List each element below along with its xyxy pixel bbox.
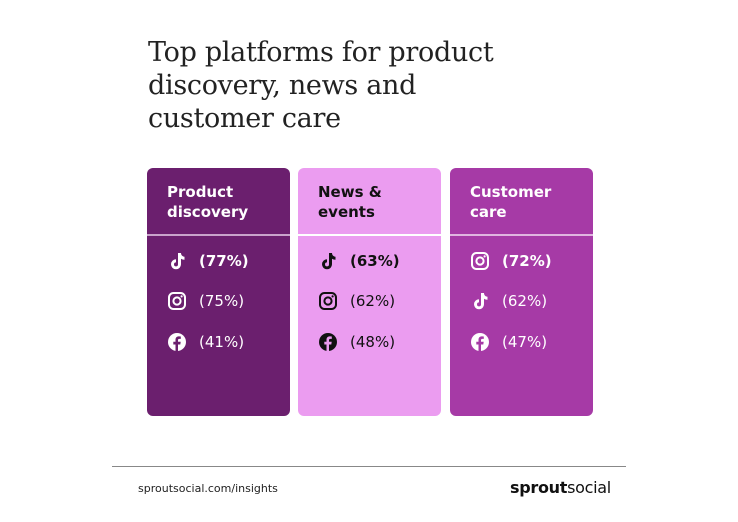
tiktok-icon [167, 251, 187, 271]
card-heading: Customer care [470, 182, 551, 222]
percent: (62%) [502, 292, 548, 310]
title-line: customer care [148, 103, 341, 134]
title-line: Top platforms for product [148, 37, 494, 68]
footer-url: sproutsocial.com/insights [138, 482, 278, 495]
percent: (63%) [350, 252, 400, 270]
row: (62%) [470, 289, 547, 313]
percent: (47%) [502, 333, 548, 351]
card: Product discovery (77%) (75%) (41%) [147, 168, 290, 416]
row: (47%) [470, 330, 547, 354]
footer-rule [112, 466, 626, 467]
percent: (41%) [199, 333, 245, 351]
instagram-icon [167, 291, 187, 311]
title-line: discovery, news and [148, 70, 417, 101]
row: (77%) [167, 249, 249, 273]
percent: (75%) [199, 292, 245, 310]
heading-line: care [470, 203, 507, 221]
card-heading: News & events [318, 182, 382, 222]
divider [147, 234, 290, 236]
card: Customer care (72%) (62%) (47%) [450, 168, 593, 416]
brand-light: social [567, 478, 611, 497]
heading-line: Product [167, 183, 234, 201]
row: (62%) [318, 289, 395, 313]
card: News & events (63%) (62%) (48%) [298, 168, 441, 416]
row: (63%) [318, 249, 400, 273]
brand-bold: sprout [510, 478, 568, 497]
card-heading: Product discovery [167, 182, 248, 222]
tiktok-icon [470, 291, 490, 311]
row: (72%) [470, 249, 552, 273]
title: Top platforms for product discovery, new… [148, 36, 494, 135]
tiktok-icon [318, 251, 338, 271]
facebook-icon [318, 332, 338, 352]
percent: (62%) [350, 292, 396, 310]
divider [450, 234, 593, 236]
percent: (77%) [199, 252, 249, 270]
percent: (72%) [502, 252, 552, 270]
heading-line: events [318, 203, 375, 221]
row: (41%) [167, 330, 244, 354]
heading-line: discovery [167, 203, 249, 221]
instagram-icon [318, 291, 338, 311]
facebook-icon [470, 332, 490, 352]
row: (48%) [318, 330, 395, 354]
row: (75%) [167, 289, 244, 313]
brand-logo: sproutsocial [510, 478, 611, 497]
heading-line: Customer [470, 183, 552, 201]
heading-line: News & [318, 183, 382, 201]
instagram-icon [470, 251, 490, 271]
divider [298, 234, 441, 236]
percent: (48%) [350, 333, 396, 351]
facebook-icon [167, 332, 187, 352]
